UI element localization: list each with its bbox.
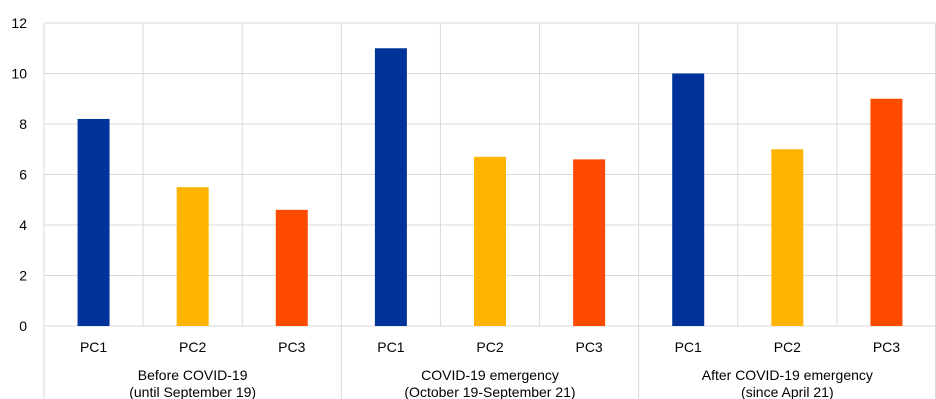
x-category-label: PC1 [675, 339, 702, 355]
y-tick-label: 10 [11, 66, 27, 82]
y-tick-label: 4 [19, 217, 27, 233]
y-axis-tick-labels: 0 2 4 6 8 10 12 [11, 15, 27, 334]
y-tick-label: 0 [19, 318, 27, 334]
bar-pc1 [672, 73, 705, 326]
x-category-label: PC2 [774, 339, 801, 355]
group-label-line1: After COVID-19 emergency [702, 367, 873, 383]
x-axis-group-labels: Before COVID-19(until September 19) COVID… [129, 367, 873, 399]
bar-pc1 [374, 48, 407, 326]
x-category-label: PC3 [575, 339, 602, 355]
x-axis-category-labels: PC1 PC2 PC3 PC1 PC2 PC3 PC1 PC2 PC3 [80, 339, 900, 355]
bar-pc1 [77, 118, 110, 326]
group-label-line1: Before COVID-19 [138, 367, 248, 383]
y-tick-label: 12 [11, 15, 27, 31]
bars [77, 48, 903, 326]
bar-pc2 [474, 156, 506, 326]
x-category-label: PC2 [179, 339, 206, 355]
bar-pc3 [573, 159, 606, 326]
group-label-line2: (since April 21) [741, 384, 834, 399]
x-category-label: PC1 [80, 339, 107, 355]
group-label-line2: (October 19-September 21) [404, 384, 575, 399]
y-tick-label: 6 [19, 167, 27, 183]
bar-pc3 [275, 209, 308, 326]
x-category-label: PC3 [278, 339, 305, 355]
bar-pc2 [771, 149, 804, 326]
x-category-label: PC1 [377, 339, 404, 355]
group-label-line1: COVID-19 emergency [421, 367, 559, 383]
x-category-label: PC2 [476, 339, 503, 355]
y-tick-label: 2 [19, 268, 27, 284]
x-category-label: PC3 [873, 339, 900, 355]
y-tick-label: 8 [19, 116, 27, 132]
bar-pc3 [870, 98, 903, 326]
group-label-line2: (until September 19) [129, 384, 256, 399]
bar-pc2 [176, 187, 209, 326]
